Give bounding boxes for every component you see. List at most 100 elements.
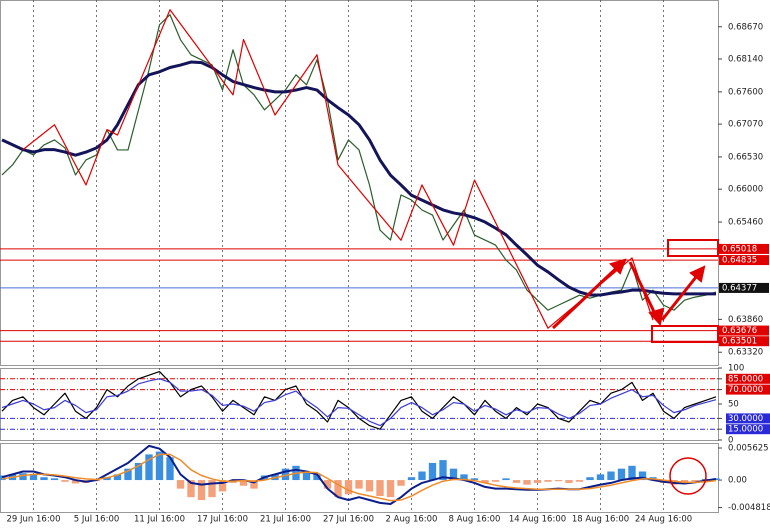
y-tick-label: 15.0000 xyxy=(728,425,763,435)
histogram-bar xyxy=(313,474,321,481)
tick-label-bg xyxy=(726,384,770,395)
histogram-bar xyxy=(355,480,363,489)
histogram-bar xyxy=(250,480,258,489)
y-tick-label: 0.68140 xyxy=(728,55,763,65)
histogram-bar xyxy=(155,451,164,481)
panel-frame xyxy=(0,0,719,366)
x-tick-label: 14 Aug 16:00 xyxy=(509,515,566,525)
annotation-arrow xyxy=(660,271,702,321)
histogram-bar xyxy=(502,478,510,481)
histogram-bar xyxy=(691,480,699,482)
annotation-arrow xyxy=(551,258,627,330)
histogram-bar xyxy=(607,471,615,481)
x-tick-label: 2 Aug 16:00 xyxy=(386,515,438,525)
histogram-bar xyxy=(40,477,48,481)
histogram-bar xyxy=(575,480,584,482)
x-tick-label: 8 Aug 16:00 xyxy=(449,515,501,525)
series-line xyxy=(1,444,717,506)
y-tick-label: 0 xyxy=(728,436,733,446)
histogram-bar xyxy=(50,478,59,481)
y-tick-label: 0.63320 xyxy=(728,348,763,358)
y-tick-label: 0.00 xyxy=(728,476,747,486)
y-tick-label: 100 xyxy=(728,364,744,374)
histogram-bar xyxy=(365,480,374,492)
x-tick-label: 29 Jun 16:00 xyxy=(7,515,61,525)
histogram-bar xyxy=(397,480,405,486)
histogram-bar xyxy=(533,480,542,483)
histogram-bar xyxy=(407,477,416,481)
histogram-bar xyxy=(376,480,384,497)
histogram-bar xyxy=(617,468,626,481)
histogram-bar xyxy=(103,477,111,481)
histogram-bar xyxy=(208,480,216,498)
y-tick-label: 70.0000 xyxy=(728,385,763,395)
histogram-bar xyxy=(491,480,500,482)
histogram-bar xyxy=(29,474,38,481)
series-line xyxy=(1,371,717,430)
y-tick-label: -0.004818 xyxy=(728,503,770,513)
histogram-bar xyxy=(166,457,174,481)
histogram-bar xyxy=(460,474,468,481)
histogram-bar xyxy=(544,480,552,482)
histogram-bar xyxy=(71,480,80,484)
level-label-bg xyxy=(719,243,769,254)
y-tick-label: 0.65460 xyxy=(728,218,763,228)
y-tick-label: 0.63860 xyxy=(728,315,763,325)
histogram-bar xyxy=(512,480,521,483)
level-label-bg xyxy=(719,325,769,336)
histogram-bar xyxy=(586,477,594,481)
histogram-bar xyxy=(176,480,185,489)
y-tick-label: 85.0000 xyxy=(728,374,763,384)
annotation-box xyxy=(651,325,719,343)
level-label: 0.64377 xyxy=(722,283,757,293)
histogram-bar xyxy=(19,473,27,481)
series-line xyxy=(22,9,654,329)
series-line xyxy=(1,453,717,502)
y-tick-label: 0.66000 xyxy=(728,185,763,195)
x-tick-label: 17 Jul 16:00 xyxy=(197,515,248,525)
annotation-circle xyxy=(669,457,707,495)
x-tick-label: 24 Aug 16:00 xyxy=(635,515,692,525)
level-label-bg xyxy=(719,282,769,293)
histogram-bar xyxy=(428,462,437,481)
histogram-bar xyxy=(197,480,206,501)
y-tick-label: 50 xyxy=(728,400,739,410)
histogram-bar xyxy=(554,480,563,482)
histogram-bar xyxy=(187,480,195,498)
y-tick-label: 0.67070 xyxy=(728,120,763,130)
tick-label-bg xyxy=(726,413,770,424)
histogram-bar xyxy=(124,468,132,481)
x-tick-label: 21 Jul 16:00 xyxy=(260,515,311,525)
level-label: 0.64835 xyxy=(722,256,757,266)
histogram-bar xyxy=(218,480,227,492)
level-label-bg xyxy=(719,255,769,266)
x-tick-label: 18 Aug 16:00 xyxy=(572,515,629,525)
x-tick-label: 11 Jul 16:00 xyxy=(134,515,185,525)
x-tick-label: 27 Jul 16:00 xyxy=(323,515,374,525)
annotation-box xyxy=(667,239,719,257)
histogram-bar xyxy=(134,462,143,481)
tick-label-bg xyxy=(726,424,770,435)
histogram-bar xyxy=(323,480,332,489)
histogram-bar xyxy=(386,480,395,498)
annotation-arrowhead xyxy=(609,258,627,275)
tick-label-bg xyxy=(726,373,770,384)
histogram-bar xyxy=(239,480,248,486)
x-tick-label: 5 Jul 16:00 xyxy=(74,515,120,525)
histogram-bar xyxy=(281,468,290,481)
y-tick-label: 0.67600 xyxy=(728,87,763,97)
histogram-bar xyxy=(61,480,69,482)
y-tick-label: 0.005625 xyxy=(728,443,769,453)
histogram-bar xyxy=(334,480,342,498)
histogram-bar xyxy=(449,468,458,481)
histogram-bar xyxy=(523,480,531,485)
histogram-bar xyxy=(344,480,353,495)
histogram-bar xyxy=(145,454,153,481)
level-label: 0.63676 xyxy=(722,326,757,336)
histogram-bar xyxy=(680,480,689,483)
histogram-bar xyxy=(565,480,573,483)
histogram-bar xyxy=(418,471,426,481)
annotation-arrowhead xyxy=(689,265,706,283)
